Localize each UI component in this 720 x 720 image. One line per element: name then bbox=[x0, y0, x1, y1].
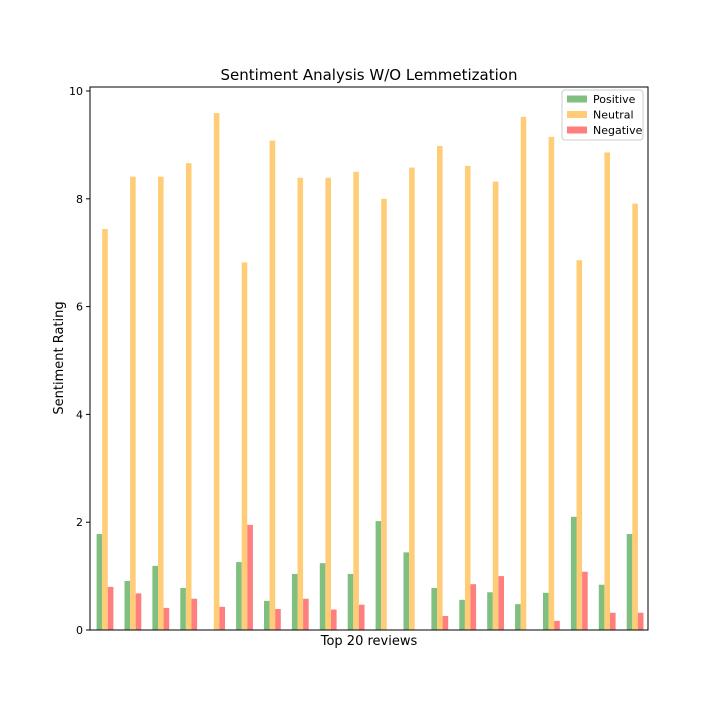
bar-positive-4 bbox=[180, 587, 186, 630]
bar-neutral-18 bbox=[576, 260, 583, 630]
bar-neutral-13 bbox=[437, 145, 443, 631]
bar-neutral-5 bbox=[213, 113, 220, 631]
bar-neutral-3 bbox=[158, 176, 164, 630]
bar-negative-13 bbox=[442, 615, 449, 630]
bar-negative-10 bbox=[358, 604, 365, 630]
legend-label-negative: Negative bbox=[593, 124, 643, 137]
bar-negative-2 bbox=[135, 593, 142, 630]
y-tick-label: 10 bbox=[69, 85, 83, 98]
bar-neutral-8 bbox=[297, 177, 304, 630]
bar-negative-3 bbox=[163, 607, 170, 630]
bar-negative-4 bbox=[191, 598, 198, 630]
bar-negative-5 bbox=[219, 606, 225, 630]
legend-swatch-negative bbox=[567, 126, 587, 134]
y-axis-label: Sentiment Rating bbox=[52, 301, 67, 414]
bars-group bbox=[96, 113, 644, 631]
bar-negative-20 bbox=[637, 612, 644, 630]
legend-label-neutral: Neutral bbox=[593, 109, 634, 122]
bar-neutral-15 bbox=[492, 181, 499, 631]
bar-neutral-10 bbox=[353, 171, 359, 630]
x-axis-label: Top 20 reviews bbox=[320, 634, 418, 649]
bar-positive-6 bbox=[236, 562, 242, 630]
y-tick-label: 2 bbox=[76, 516, 83, 529]
bar-positive-17 bbox=[543, 592, 549, 630]
y-tick-label: 4 bbox=[76, 408, 83, 421]
bar-positive-16 bbox=[515, 604, 521, 630]
bar-positive-7 bbox=[264, 600, 270, 630]
bar-negative-9 bbox=[331, 609, 337, 630]
y-tick-label: 6 bbox=[76, 301, 83, 314]
y-tick-label: 0 bbox=[76, 624, 83, 637]
bar-positive-2 bbox=[124, 580, 131, 630]
plot-frame bbox=[89, 86, 649, 631]
bar-neutral-9 bbox=[325, 177, 331, 630]
bar-negative-19 bbox=[610, 612, 616, 630]
legend-swatch-neutral bbox=[567, 111, 587, 118]
bar-positive-9 bbox=[319, 563, 326, 630]
legend: Positive Neutral Negative bbox=[561, 89, 644, 141]
bar-positive-3 bbox=[152, 565, 158, 630]
bar-negative-18 bbox=[582, 571, 588, 630]
legend-label-positive: Positive bbox=[593, 93, 636, 106]
bar-neutral-14 bbox=[464, 165, 471, 631]
bar-neutral-7 bbox=[269, 140, 276, 630]
bar-positive-13 bbox=[431, 587, 437, 630]
bar-negative-14 bbox=[470, 584, 477, 630]
bar-negative-17 bbox=[554, 620, 560, 630]
y-tick-label: 8 bbox=[76, 193, 83, 206]
bar-negative-15 bbox=[498, 576, 504, 630]
chart-title: Sentiment Analysis W/O Lemmetization bbox=[221, 66, 518, 84]
bar-positive-14 bbox=[459, 599, 465, 630]
bar-neutral-20 bbox=[632, 203, 638, 630]
bar-neutral-16 bbox=[520, 116, 527, 631]
bar-positive-11 bbox=[375, 521, 382, 630]
legend-swatch-positive bbox=[567, 95, 587, 103]
bar-positive-20 bbox=[626, 534, 633, 630]
bar-neutral-12 bbox=[409, 167, 415, 631]
bar-positive-15 bbox=[487, 592, 493, 630]
bar-positive-1 bbox=[96, 534, 103, 630]
bar-positive-19 bbox=[598, 584, 605, 630]
bar-neutral-11 bbox=[381, 198, 387, 631]
bar-negative-8 bbox=[303, 598, 309, 630]
bar-neutral-17 bbox=[548, 136, 555, 630]
bar-positive-12 bbox=[403, 552, 410, 630]
bar-negative-7 bbox=[275, 608, 281, 630]
bar-neutral-4 bbox=[185, 163, 192, 631]
bar-positive-10 bbox=[347, 573, 354, 630]
bar-negative-6 bbox=[247, 524, 253, 630]
bar-negative-1 bbox=[107, 586, 114, 630]
bar-neutral-1 bbox=[102, 228, 108, 631]
y-axis: 0 2 4 6 8 10 bbox=[69, 85, 90, 637]
bar-neutral-6 bbox=[241, 262, 248, 630]
bar-neutral-19 bbox=[604, 152, 610, 630]
bar-neutral-2 bbox=[130, 176, 136, 630]
bar-positive-18 bbox=[570, 516, 577, 630]
bar-positive-8 bbox=[291, 573, 298, 630]
